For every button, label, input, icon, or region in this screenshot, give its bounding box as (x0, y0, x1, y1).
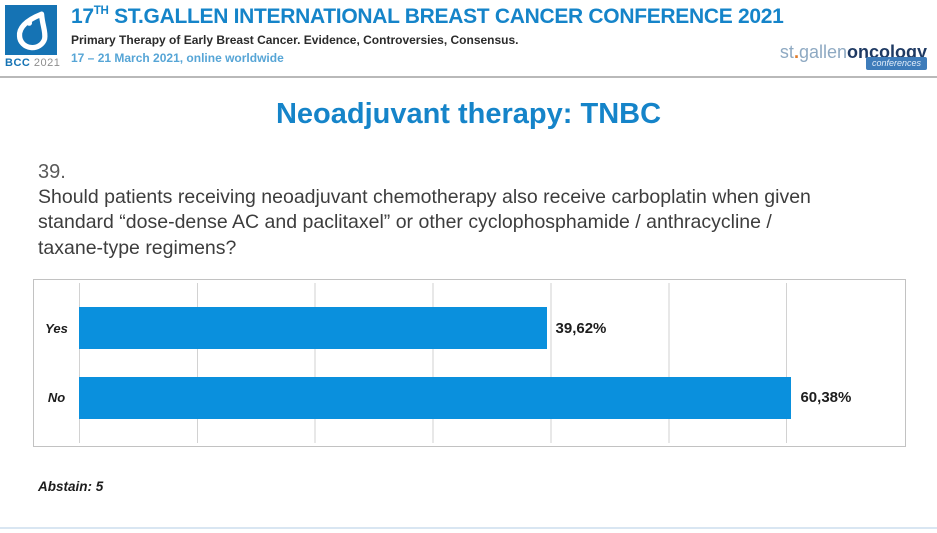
bcc-logo-caption: BCC 2021 (5, 57, 63, 69)
category-label-yes: Yes (45, 320, 68, 336)
slide-title: Neoadjuvant therapy: TNBC (275, 98, 662, 130)
bottom-divider (0, 527, 937, 529)
bcc-logo-acronym: BCC (5, 57, 31, 69)
bcc-logo-year: 2021 (33, 57, 61, 69)
bar-value-no: 60,38% (800, 389, 852, 407)
bcc-drop-icon (5, 5, 57, 55)
bcc-logo: BCC 2021 (5, 5, 63, 69)
conference-header-text: 17TH ST.GALLEN INTERNATIONAL BREAST CANC… (71, 5, 929, 65)
bar-track-yes: 39,62% (79, 307, 905, 350)
conference-title: 17TH ST.GALLEN INTERNATIONAL BREAST CANC… (71, 5, 929, 28)
conference-title-text: ST.GALLEN INTERNATIONAL BREAST CANCER CO… (108, 5, 784, 28)
brand-gallen: gallen (798, 42, 847, 62)
abstain-note: Abstain: 5 (38, 479, 104, 495)
bar-value-yes: 39,62% (555, 319, 607, 337)
brand-dot: . (793, 42, 799, 62)
conference-header: BCC 2021 17TH ST.GALLEN INTERNATIONAL BR… (0, 0, 937, 78)
question-block: 39. Should patients receiving neoadjuvan… (38, 159, 838, 261)
brand-conferences-badge: conferences (865, 57, 927, 70)
chart-rows: Yes 39,62% No 60,38% (34, 280, 905, 446)
bar-yes (79, 307, 547, 350)
bar-track-no: 60,38% (79, 376, 905, 419)
chart-row-no: No 60,38% (34, 376, 905, 419)
question-text: Should patients receiving neoadjuvant ch… (38, 186, 811, 259)
slide-content: Neoadjuvant therapy: TNBC 39. Should pat… (0, 98, 937, 494)
chart-row-yes: Yes 39,62% (34, 307, 905, 350)
conference-subtitle: Primary Therapy of Early Breast Cancer. … (71, 33, 519, 48)
stgallen-oncology-logo: st.gallenoncology conferences (779, 42, 927, 70)
conference-title-number: 17 (71, 5, 94, 28)
poll-results-chart: Yes 39,62% No 60,38% (33, 279, 906, 448)
conference-dates: 17 – 21 March 2021, online worldwide (71, 51, 284, 66)
conference-title-ordinal: TH (93, 5, 109, 17)
category-label-no: No (47, 390, 66, 406)
bar-no (79, 376, 792, 419)
question-number: 39. (38, 161, 66, 183)
brand-st: st (779, 42, 794, 62)
